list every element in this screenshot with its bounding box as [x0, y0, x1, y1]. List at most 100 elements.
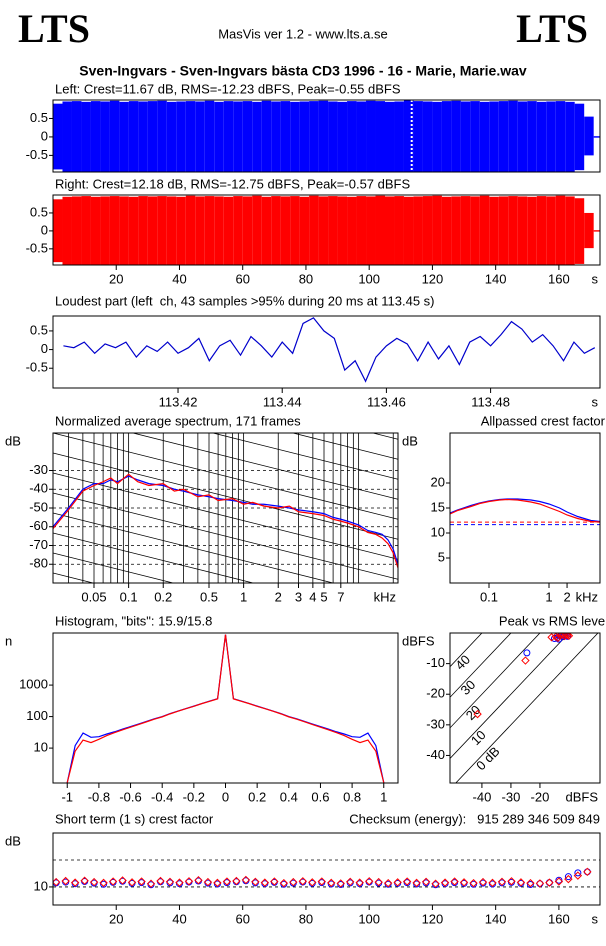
waveform-segment [280, 101, 291, 172]
plot-frame [52, 632, 399, 784]
waveform-segment [176, 196, 186, 265]
file-name: Sven-Ingvars - Sven-Ingvars bästa CD3 19… [79, 63, 527, 79]
x-tick-label: 160 [548, 911, 570, 926]
waveform-segment [403, 100, 414, 172]
x-tick-label: -0.6 [119, 789, 141, 804]
plot-frame [449, 632, 601, 784]
diamond-marker [421, 877, 431, 887]
waveform-segment [470, 196, 480, 265]
diamond-marker [355, 878, 364, 887]
crest-line [450, 633, 512, 698]
x-tick-label: 1 [240, 589, 247, 604]
waveform-segment [555, 195, 566, 265]
crest-line [450, 633, 541, 729]
waveform-segment [166, 101, 177, 172]
waveform-segment [195, 101, 205, 172]
waveform-segment [62, 196, 72, 265]
waveform-segment [185, 195, 196, 265]
waveform-segment [328, 196, 338, 265]
slope-line [53, 492, 398, 580]
waveform-segment [318, 100, 329, 172]
slope-line [53, 532, 255, 583]
logo: LTS [18, 6, 90, 51]
waveform-segment [290, 196, 300, 265]
waveform-segment [366, 196, 376, 265]
series-line [450, 498, 600, 523]
slope-line [53, 433, 398, 520]
x-unit: kHz [374, 589, 396, 604]
waveform-segment [384, 101, 395, 172]
y-tick-label: 1000 [19, 677, 48, 692]
waveform-segment [432, 195, 442, 265]
panel: Loudest part (left ch, 43 samples >95% d… [26, 293, 601, 409]
x-tick-label: -0.2 [183, 789, 205, 804]
waveform-segment [261, 196, 272, 265]
plot-area [53, 100, 600, 172]
waveform-segment [451, 196, 461, 265]
waveform-segment [90, 101, 101, 172]
waveform-segment [128, 101, 139, 172]
diamond-marker [80, 876, 89, 885]
waveform-segment [508, 196, 518, 265]
y-tick-label: -30 [426, 716, 445, 731]
x-tick-label: -1 [61, 789, 73, 804]
x-tick-label: -30 [502, 789, 521, 804]
waveform-segment [290, 101, 300, 172]
waveform-segment [223, 101, 234, 172]
waveform-segment [460, 196, 471, 265]
panel: Histogram, "bits": 15.9/15.8n101001000-1… [5, 613, 399, 804]
plot-area [53, 433, 398, 583]
y-tick-label: 0 [41, 341, 48, 356]
x-tick-label: 40 [172, 911, 186, 926]
diamond-marker [450, 877, 459, 886]
y-unit: dB [5, 833, 21, 848]
waveform-segment [508, 100, 518, 172]
waveform-segment [394, 101, 404, 172]
x-tick-label: 0.1 [480, 589, 498, 604]
circle-marker [574, 869, 582, 877]
x-tick-label: 0.1 [120, 589, 138, 604]
x-tick-label: 100 [358, 271, 380, 286]
panel-title: Right: Crest=12.18 dB, RMS=-12.75 dBFS, … [55, 176, 410, 191]
diamond-marker [308, 878, 317, 887]
waveform-segment [138, 196, 148, 265]
y-tick-label: -30 [29, 462, 48, 477]
waveform-segment [81, 101, 91, 172]
waveform-segment [565, 196, 575, 265]
y-tick-label: -60 [29, 518, 48, 533]
diamond-marker [346, 877, 355, 887]
waveform-segment [271, 196, 281, 265]
diamond-marker [317, 877, 326, 886]
slope-line [53, 552, 175, 583]
diamond-marker [336, 879, 345, 888]
waveform-segment [460, 101, 471, 172]
waveform-segment [432, 101, 442, 172]
diamond-marker [473, 709, 482, 719]
plot-area [53, 195, 600, 265]
plot-frame [52, 432, 399, 584]
waveform-segment [119, 101, 129, 172]
diamond-marker [393, 878, 402, 887]
waveform-segment [204, 100, 215, 172]
checksum: Checksum (energy): 915 289 346 509 849 [349, 811, 600, 826]
y-unit: dB [5, 433, 21, 448]
waveform-segment [128, 196, 139, 265]
waveform-segment [299, 101, 310, 172]
x-tick-label: 20 [109, 911, 123, 926]
waveform-segment [498, 196, 509, 265]
waveform-segment [233, 196, 243, 265]
waveform-segment [71, 196, 82, 265]
x-tick-label: 4 [309, 589, 316, 604]
x-tick-label: 80 [299, 271, 313, 286]
y-tick-label: -40 [426, 747, 445, 762]
waveform-segment [517, 196, 528, 265]
waveform-segment [53, 199, 63, 263]
waveform-segment [100, 101, 110, 172]
waveform-segment [347, 196, 357, 265]
diamond-marker [118, 876, 127, 885]
series-line [66, 634, 385, 783]
y-tick-label: -0.5 [26, 360, 48, 375]
x-tick-label: 1 [545, 589, 552, 604]
waveform-segment [565, 101, 575, 172]
